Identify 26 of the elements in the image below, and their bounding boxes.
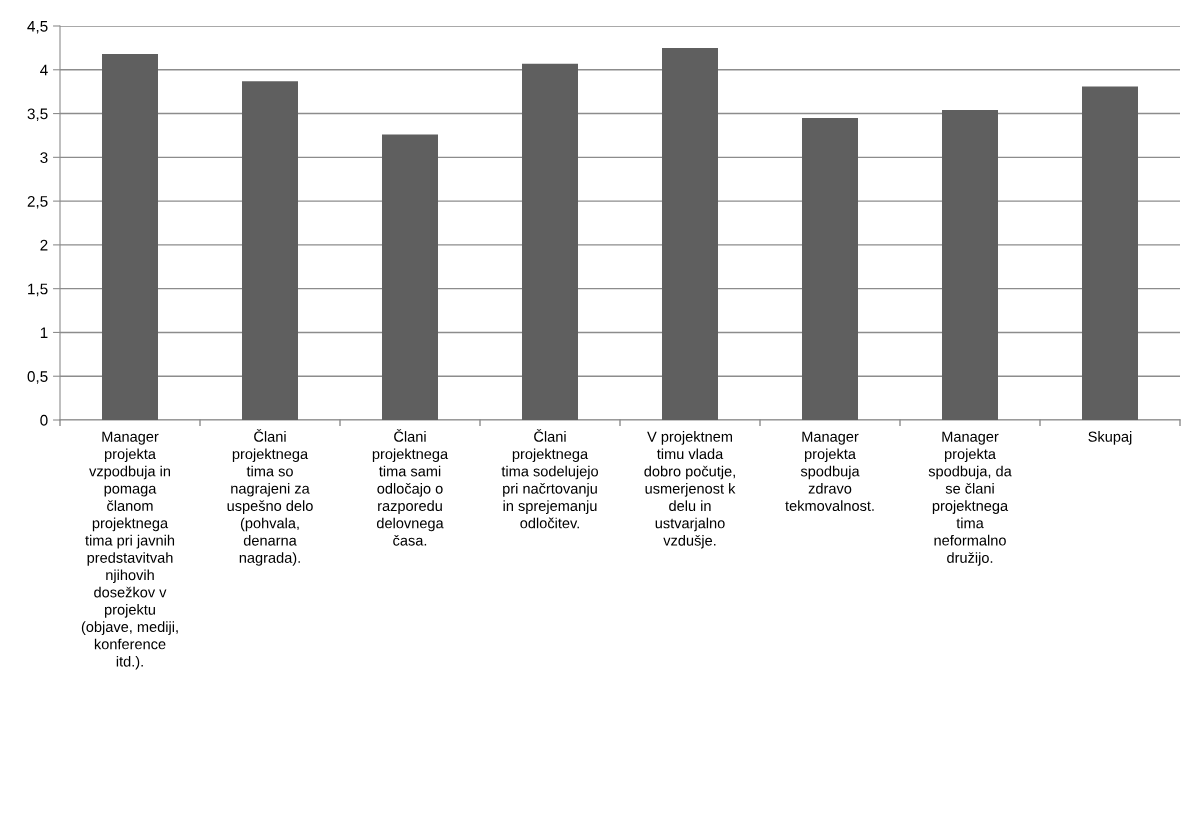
y-tick-label: 2,5 [27, 195, 48, 209]
y-tick-label: 1,5 [28, 283, 48, 297]
x-tick-label: Člani projektnega tima sami odločajo o razporedu delovnega časa. [372, 428, 449, 546]
x-tick-label: Člani projektnega tima sodelujejo pri načrtovanju in sprejemanju odločitev. [501, 428, 599, 529]
x-tick-label: Manager projekta spodbuja zdravo tekmovalnost. [785, 431, 874, 511]
bar [802, 117, 858, 420]
bar [1082, 86, 1138, 420]
bar [382, 134, 438, 420]
y-tick-label: 4 [40, 64, 48, 76]
bar [522, 63, 578, 420]
bar [242, 81, 298, 420]
y-tick-label: 0,5 [27, 371, 48, 384]
x-tick-label: Manager projekta spodbuja, da se člani projektnega tima neformalno družijo. [928, 431, 1012, 566]
bar [942, 110, 998, 420]
y-tick-label: 3 [40, 152, 48, 164]
y-tick-label: 1 [40, 327, 48, 338]
x-tick-label: Člani projektnega tima so nagrajeni za uspešno delo (pohvala, denarna nagrada). [227, 428, 313, 566]
y-tick-label: 3,5 [27, 108, 48, 122]
bar [662, 47, 718, 420]
x-tick-label: Skupaj [1088, 431, 1132, 445]
bar [102, 54, 158, 420]
y-tick-label: 0 [40, 414, 48, 426]
y-tick-label: 4,5 [27, 21, 48, 34]
category-label: Manager projekta vzpodbuja in pomaga članom projektnega tima pri javnih predstavitvah njihovih dosežkov v projektu (objave, mediji, konference itd.). [81, 431, 178, 670]
y-tick-label: 2 [40, 239, 48, 251]
x-tick-label: V projektnem timu vlada dobro počutje, usmerjenost k delu in ustvarjalno vzdušje. [644, 431, 736, 549]
